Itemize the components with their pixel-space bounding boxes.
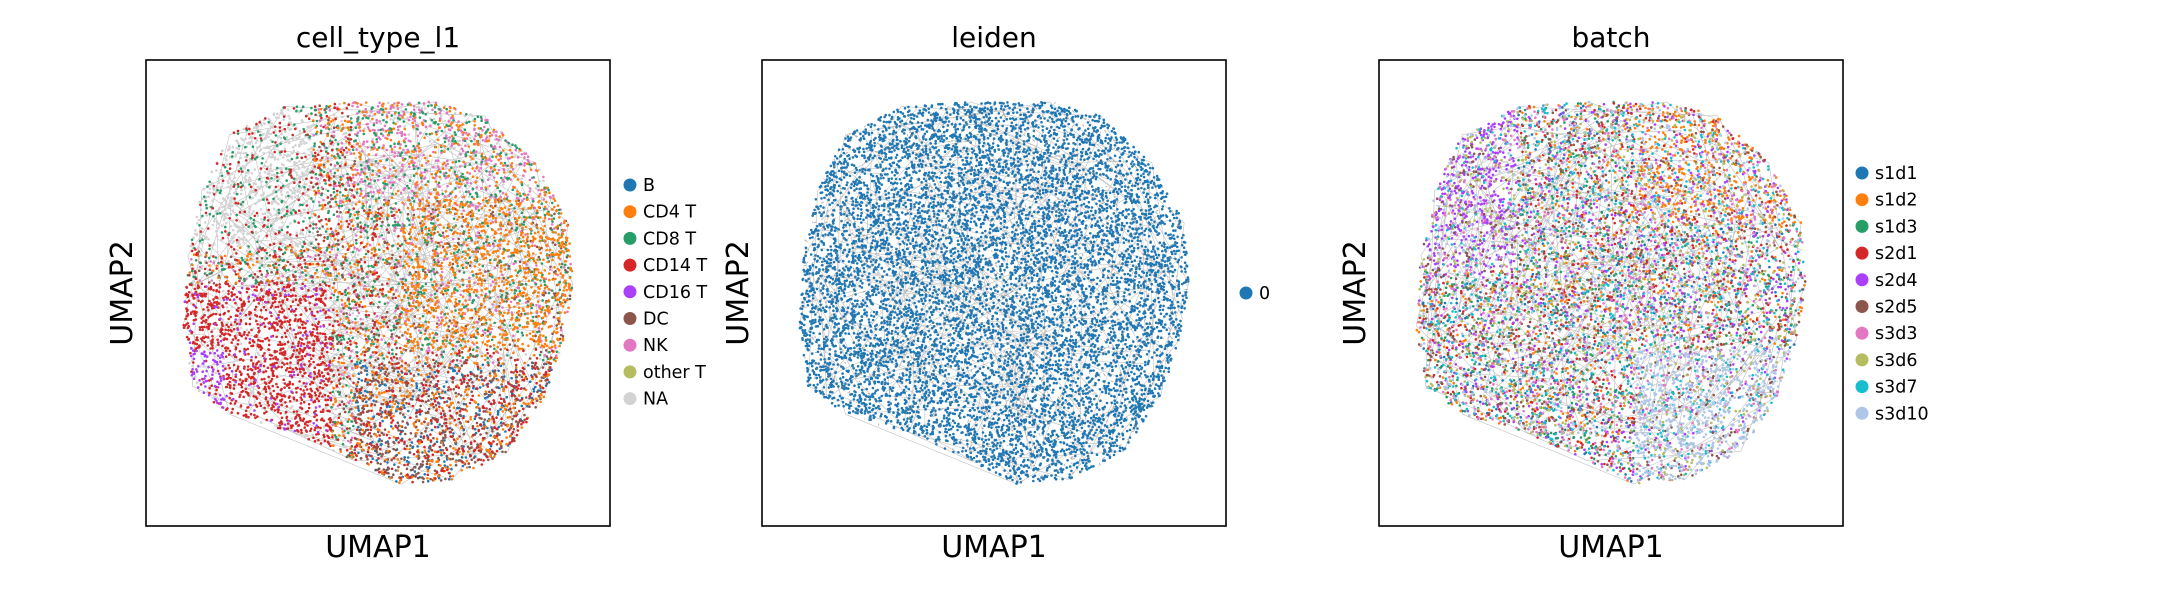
legend-label: CD14 T [643,256,708,276]
legend-marker [623,392,637,406]
scatter-points [1415,101,1806,482]
legend-marker [1855,406,1869,420]
legend-item: other T [623,363,706,383]
legend-marker [1855,300,1869,313]
x-axis-label: UMAP1 [1558,530,1664,565]
legend-label: other T [643,363,706,383]
y-axis-label: UMAP2 [721,240,756,346]
legend-item: s1d3 [1855,217,1918,237]
legend-label: s2d1 [1875,244,1918,264]
legend-marker [1855,326,1869,340]
legend-item: DC [623,310,669,330]
legend-item: s3d6 [1855,351,1918,371]
legend-label: CD8 T [643,229,696,249]
y-axis-label: UMAP2 [105,240,140,346]
legend-label: DC [643,310,669,330]
legend-marker [623,178,637,192]
scatter-points [183,284,332,434]
legend-item: B [623,176,655,196]
panel-title: cell_type_l1 [296,21,460,54]
panel-cell-type: cell_type_l1 UMAP1 UMAP2 B CD4 T CD8 T CD14… [105,21,708,565]
legend-label: s1d1 [1875,164,1918,184]
legend-marker [1239,286,1253,300]
legend-marker [623,231,637,245]
x-axis-label: UMAP1 [325,530,431,565]
legend-marker [1855,246,1869,260]
scatter-points [1418,102,1802,485]
scatter-plot-area [182,100,574,485]
axes-frame [761,59,1227,527]
legend-label: CD16 T [643,283,708,303]
axes-frame [145,59,611,527]
legend-label: s3d7 [1875,378,1918,398]
scatter-series-s1d2 [1415,101,1806,482]
legend-item: CD4 T [623,203,696,223]
legend-marker [1855,353,1869,367]
legend-item: 0 [1239,284,1270,304]
legend-marker [623,285,637,299]
legend-marker [1855,193,1869,207]
scatter-series-0 [798,101,1190,485]
scatter-series-s3d6 [1418,102,1802,485]
scatter-plot-area [798,101,1190,485]
x-axis-label: UMAP1 [941,530,1047,565]
y-axis-label: UMAP2 [1338,240,1373,346]
legend-item: CD14 T [623,256,708,276]
legend-marker [1855,219,1869,233]
legend-label: s1d2 [1875,191,1918,211]
legend-item: s2d4 [1855,271,1918,291]
legend-marker [623,338,637,352]
legend: 0 [1239,284,1270,304]
legend-item: s3d3 [1855,324,1918,344]
legend: B CD4 T CD8 T CD14 T CD16 T DC NK other T NA [623,176,708,410]
legend-marker [1855,380,1869,394]
legend-marker [623,258,637,272]
legend-item: s3d7 [1855,378,1918,398]
legend-item: s1d2 [1855,191,1918,211]
scatter-plot-area [1415,100,1807,485]
legend-item: CD16 T [623,283,708,303]
legend-marker [623,312,637,325]
legend-label: s3d10 [1875,404,1929,424]
scatter-series-s2d5 [1417,104,1807,481]
legend-marker [1855,166,1869,180]
legend-item: s2d5 [1855,298,1918,318]
legend-label: s2d5 [1875,298,1918,318]
graph-edge-speckles [800,101,1189,484]
axes-frame [1378,59,1844,527]
legend-item: s3d10 [1855,404,1929,424]
legend: s1d1 s1d2 s1d3 s2d1 s2d4 s2d5 s3d3 s3d6 s3d7 s3d1… [1855,164,1929,424]
legend-label: NK [643,336,668,356]
legend-label: s3d3 [1875,324,1918,344]
legend-item: NA [623,390,668,410]
scatter-points [798,101,1190,485]
legend-item: NK [623,336,668,356]
panel-title: leiden [951,21,1037,54]
legend-label: s1d3 [1875,217,1918,237]
legend-marker [623,205,637,219]
scatter-points [1417,104,1807,481]
legend-label: NA [643,390,668,410]
legend-item: s2d1 [1855,244,1918,264]
legend-marker [623,365,637,379]
legend-label: 0 [1259,284,1270,304]
panel-batch: batch UMAP1 UMAP2 s1d1 s1d2 s1d3 s2d1 s2d4 s2… [1338,21,1929,565]
legend-item: s1d1 [1855,164,1918,184]
panel-title: batch [1571,21,1650,54]
panel-leiden: leiden UMAP1 UMAP2 0 [721,21,1270,565]
legend-item: CD8 T [623,229,696,249]
legend-label: s2d4 [1875,271,1918,291]
legend-label: B [643,176,655,196]
legend-marker [1855,273,1869,287]
legend-label: s3d6 [1875,351,1918,371]
legend-label: CD4 T [643,203,696,223]
scatter-series-cd16-t [183,284,332,434]
